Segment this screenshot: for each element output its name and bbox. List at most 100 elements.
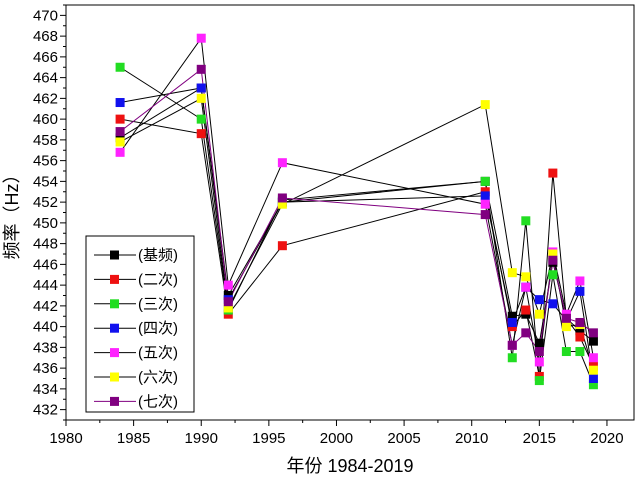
y-tick-label: 436	[33, 360, 58, 377]
y-axis-title: 频率（Hz）	[2, 166, 22, 260]
x-tick-label: 2010	[455, 430, 488, 447]
legend-marker	[110, 299, 119, 309]
series-6-point	[534, 309, 544, 319]
series-6-point	[588, 365, 598, 375]
x-tick-label: 1990	[185, 430, 218, 447]
series-7-point	[548, 255, 558, 265]
plot-area: 1980 1985 1990 1995 2000 2005 2010 2015 2020 432 4…	[33, 4, 635, 447]
series-4-point	[480, 191, 490, 201]
series-7-point	[196, 64, 206, 74]
series-3-point	[480, 176, 490, 186]
series-7-point	[223, 297, 233, 307]
series-4-point	[575, 286, 585, 296]
series-7-point	[534, 347, 544, 357]
series-7-point	[561, 313, 571, 323]
series-5-point	[480, 199, 490, 209]
series-7-point	[277, 193, 287, 203]
series-line-5	[119, 36, 594, 362]
series-7-point	[507, 340, 517, 350]
y-tick-label: 442	[33, 298, 58, 315]
series-7-point	[575, 317, 585, 327]
series-4-point	[534, 295, 544, 305]
y-tick-label: 466	[33, 49, 58, 66]
x-axis-title: 年份 1984-2019	[286, 456, 413, 476]
x-tick-label: 2005	[387, 430, 420, 447]
series-2-point	[548, 168, 558, 178]
y-tick-label: 470	[33, 7, 58, 24]
series-3-point	[575, 347, 585, 357]
series-2-point	[521, 305, 531, 315]
legend-label: (基频)	[138, 247, 178, 264]
series-2-point	[196, 129, 206, 139]
y-tick-label: 452	[33, 194, 58, 211]
series-3-point	[507, 353, 517, 363]
series-3-point	[534, 376, 544, 386]
series-1-point	[507, 311, 517, 321]
series-5-point	[277, 158, 287, 168]
series-5-point	[115, 147, 125, 157]
series-5-point	[521, 282, 531, 292]
legend-marker	[110, 250, 119, 260]
series-6-point	[480, 100, 490, 110]
series-5-point	[223, 280, 233, 290]
series-4-point	[196, 83, 206, 93]
y-tick-label: 444	[33, 277, 58, 294]
series-6-point	[521, 272, 531, 282]
series-1-point	[534, 338, 544, 348]
series-3-point	[548, 270, 558, 280]
y-tick-label: 448	[33, 236, 58, 253]
series-7-point	[588, 328, 598, 338]
y-tick-label: 468	[33, 28, 58, 45]
y-tick-label: 460	[33, 111, 58, 128]
series-3-point	[561, 347, 571, 357]
series-3-point	[588, 380, 598, 390]
legend-box	[85, 235, 195, 413]
series-6-point	[548, 249, 558, 259]
series-2-point	[115, 114, 125, 124]
legend-marker	[110, 372, 119, 382]
x-tick-label: 2020	[590, 430, 623, 447]
y-tick-label: 432	[33, 402, 58, 419]
series-7-point	[480, 210, 490, 220]
x-tick-label: 1995	[252, 430, 285, 447]
y-tick-label: 458	[33, 132, 58, 149]
y-tick-label: 456	[33, 153, 58, 170]
y-tick-label: 440	[33, 319, 58, 336]
legend-label: (四次)	[138, 320, 178, 337]
legend-label: (七次)	[138, 393, 178, 410]
legend: (基频) (二次) (三次) (四次) (五次) (六次) (七次)	[85, 235, 195, 413]
series-5-point	[588, 353, 598, 363]
y-tick-label: 434	[33, 381, 58, 398]
legend-label: (五次)	[138, 345, 178, 362]
series-6-point	[223, 303, 233, 313]
series-1-point	[575, 326, 585, 336]
series-7-point	[521, 328, 531, 338]
series-5-point	[534, 357, 544, 367]
x-tick-label: 2015	[523, 430, 556, 447]
series-2-point	[575, 332, 585, 342]
series-6-point	[507, 268, 517, 278]
y-tick-label: 446	[33, 256, 58, 273]
series-6-point	[277, 199, 287, 209]
series-5-point	[575, 276, 585, 286]
series-5-point	[196, 33, 206, 43]
series-2-point	[277, 241, 287, 251]
series-6-point	[561, 322, 571, 332]
series-3-point	[196, 114, 206, 124]
series-6-point	[115, 137, 125, 147]
legend-label: (三次)	[138, 296, 178, 313]
series-4-point	[115, 98, 125, 108]
y-tick-label: 462	[33, 90, 58, 107]
legend-marker	[110, 396, 119, 406]
series-7-point	[115, 127, 125, 137]
series-4-point	[548, 299, 558, 309]
x-tick-label: 1985	[117, 430, 150, 447]
series-1-point	[588, 336, 598, 346]
series-3-point	[521, 216, 531, 226]
legend-label: (六次)	[138, 369, 178, 386]
series-6-point	[196, 93, 206, 103]
x-tick-label: 1980	[49, 430, 82, 447]
series-3-point	[115, 62, 125, 72]
legend-label: (二次)	[138, 271, 178, 288]
